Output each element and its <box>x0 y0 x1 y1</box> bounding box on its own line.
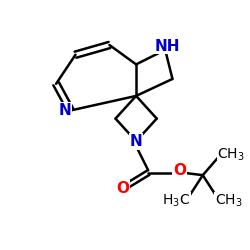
Text: CH$_3$: CH$_3$ <box>215 193 242 209</box>
Text: N: N <box>130 134 142 149</box>
Text: O: O <box>173 163 186 178</box>
Text: NH: NH <box>155 39 180 54</box>
Text: O: O <box>116 181 129 196</box>
Text: N: N <box>59 103 72 118</box>
Text: CH$_3$: CH$_3$ <box>217 146 245 163</box>
Text: H$_3$C: H$_3$C <box>162 193 190 209</box>
